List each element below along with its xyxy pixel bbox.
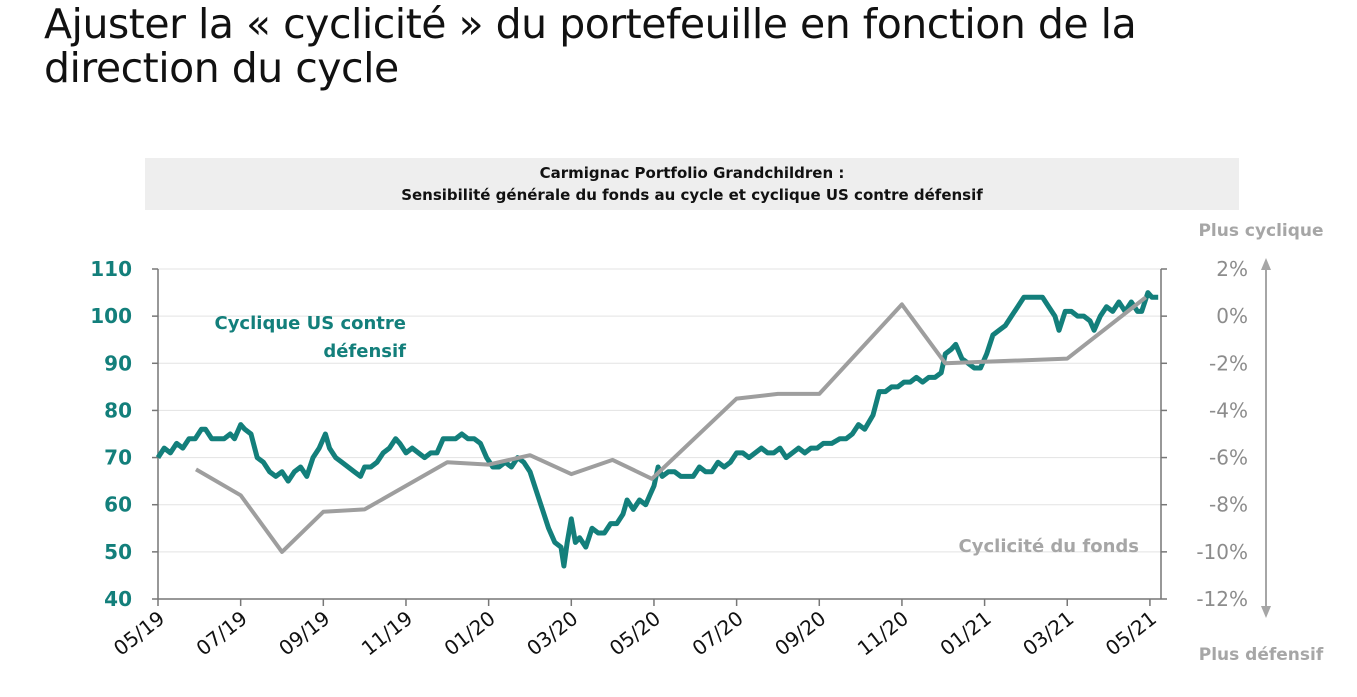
x-axis-tick-label: 05/19	[109, 606, 169, 660]
left-axis-tick-label: 110	[90, 257, 132, 281]
x-axis-tick-label: 11/19	[357, 606, 417, 660]
left-axis-tick-label: 60	[104, 493, 132, 517]
left-axis-tick-label: 100	[90, 304, 132, 328]
chart-title-banner: Carmignac Portfolio Grandchildren : Sens…	[145, 158, 1239, 210]
x-axis-tick-label: 05/21	[1101, 606, 1161, 660]
plus-cyclique-label: Plus cyclique	[1198, 221, 1323, 241]
right-axis-tick-label: 0%	[1216, 304, 1248, 328]
right-axis-tick-label: 2%	[1216, 257, 1248, 281]
left-axis-tick-label: 90	[104, 351, 132, 375]
direction-arrow-icon	[1261, 258, 1271, 618]
right-axis-tick-label: -10%	[1196, 540, 1248, 564]
series-line-cyclique-us	[155, 290, 1159, 569]
x-axis-tick-label: 09/20	[770, 606, 830, 660]
series-label-cyclicite: Cyclicité du fonds	[959, 536, 1139, 557]
x-axis-tick-label: 03/20	[522, 606, 582, 660]
chart-title-line2: Sensibilité générale du fonds au cycle e…	[401, 186, 983, 204]
plus-defensif-label: Plus défensif	[1199, 645, 1324, 665]
left-axis-tick-label: 70	[104, 446, 132, 470]
right-axis-tick-label: -6%	[1209, 446, 1248, 470]
left-axis-tick-label: 80	[104, 398, 132, 422]
left-axis-tick-label: 50	[104, 540, 132, 564]
series-label-cyclique-line1: Cyclique US contre	[214, 313, 406, 334]
right-axis-tick-label: -4%	[1209, 398, 1248, 422]
x-axis-tick-label: 01/21	[935, 606, 995, 660]
x-axis-tick-label: 05/20	[605, 606, 665, 660]
x-axis-tick-label: 03/21	[1018, 606, 1078, 660]
x-axis-tick-label: 09/19	[274, 606, 334, 660]
right-axis-tick-label: -2%	[1209, 351, 1248, 375]
left-axis-tick-label: 40	[104, 587, 132, 611]
x-axis-tick-label: 11/20	[853, 606, 913, 660]
right-axis-tick-label: -8%	[1209, 493, 1248, 517]
series-label-cyclique-line2: défensif	[323, 341, 406, 362]
x-axis-tick-label: 07/20	[688, 606, 748, 660]
x-axis-tick-label: 01/20	[440, 606, 500, 660]
series-line-cyclicite-fonds	[194, 295, 1148, 554]
page-title: Ajuster la « cyclicité » du portefeuille…	[44, 0, 1137, 92]
chart-title-line1: Carmignac Portfolio Grandchildren :	[539, 164, 845, 182]
right-axis-tick-label: -12%	[1196, 587, 1248, 611]
x-axis-tick-label: 07/19	[192, 606, 252, 660]
